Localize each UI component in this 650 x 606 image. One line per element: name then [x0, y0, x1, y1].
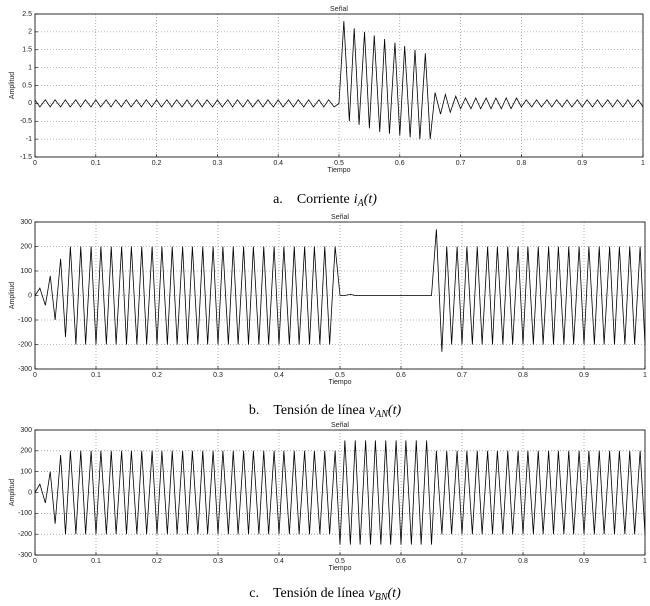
- caption-variable: v: [369, 586, 376, 601]
- y-tick-label: -1.5: [20, 154, 32, 161]
- y-tick-label: -300: [18, 552, 32, 559]
- x-tick-label: 0.1: [91, 558, 101, 565]
- x-tick-label: 0.3: [213, 160, 223, 167]
- x-tick-label: 0.9: [579, 558, 589, 565]
- caption-variable: v: [369, 403, 376, 418]
- y-tick-label: -200: [18, 341, 32, 348]
- caption: c. Tensión de línea vBN(t): [249, 586, 401, 603]
- y-tick-label: 2.5: [22, 11, 32, 18]
- y-axis-label: Amplitud: [9, 72, 16, 99]
- y-tick-label: 100: [20, 469, 32, 476]
- caption-subscript: BN: [375, 592, 389, 603]
- y-tick-label: 100: [20, 268, 32, 275]
- caption-text: Corriente: [297, 192, 350, 207]
- x-tick-label: 0.9: [577, 160, 587, 167]
- x-tick-label: 1: [643, 372, 647, 379]
- x-axis-label: Tiempo: [328, 379, 351, 386]
- x-tick-label: 0.4: [274, 558, 284, 565]
- x-tick-label: 0.1: [91, 372, 101, 379]
- caption-argument: (t): [388, 403, 402, 418]
- x-tick-label: 0.6: [395, 160, 405, 167]
- x-tick-label: 0.7: [456, 160, 466, 167]
- x-tick-label: 0.2: [152, 160, 162, 167]
- x-tick-label: 1: [643, 558, 647, 565]
- chart-title: Señal: [330, 6, 348, 13]
- x-tick-label: 0.7: [457, 558, 467, 565]
- y-tick-label: 0: [28, 100, 32, 107]
- chart: 0 0.1 0.2 0.3 0.4 0.5 0.6 0.7 0.8 0.9 1 -300 -200 -10…: [9, 214, 647, 420]
- x-tick-label: 0: [33, 558, 37, 565]
- y-axis-label: Amplitud: [9, 479, 16, 506]
- x-tick-label: 0.5: [335, 558, 345, 565]
- y-tick-label: 1: [28, 64, 32, 71]
- y-tick-label: 0.5: [22, 82, 32, 89]
- y-tick-label: 200: [20, 448, 32, 455]
- x-tick-label: 0.2: [152, 558, 162, 565]
- x-tick-label: 0.1: [91, 160, 101, 167]
- caption-text: Tensión de línea: [273, 403, 365, 418]
- caption: b. Tensión de línea vAN(t): [249, 403, 402, 420]
- caption-subscript: AN: [374, 409, 389, 420]
- x-tick-label: 0.2: [152, 372, 162, 379]
- x-tick-label: 0: [33, 372, 37, 379]
- y-tick-label: 2: [28, 29, 32, 36]
- plot-frame: [34, 13, 644, 158]
- x-tick-label: 0.6: [396, 372, 406, 379]
- caption-argument: (t): [388, 586, 402, 601]
- chart-title: Señal: [331, 422, 349, 429]
- caption-subscript: A: [357, 198, 365, 209]
- x-tick-label: 0.7: [457, 372, 467, 379]
- chart-title: Señal: [331, 214, 349, 221]
- signal-line: [34, 229, 646, 352]
- y-tick-label: -300: [18, 366, 32, 373]
- signal-line: [34, 440, 646, 545]
- caption: a. Corriente iA(t): [273, 192, 377, 209]
- x-tick-label: 0.3: [213, 372, 223, 379]
- caption-text: Tensión de línea: [273, 586, 365, 601]
- x-axis-label: Tiempo: [328, 565, 351, 572]
- caption-label: b.: [249, 403, 260, 418]
- plot-frame: [34, 429, 646, 556]
- y-tick-label: -1: [26, 136, 32, 143]
- y-tick-label: 300: [20, 427, 32, 434]
- chart: 0 0.1 0.2 0.3 0.4 0.5 0.6 0.7 0.8 0.9 1 -300 -200 -10…: [9, 422, 647, 603]
- caption-argument: (t): [364, 192, 378, 207]
- x-tick-label: 0.8: [518, 558, 528, 565]
- y-axis-label: Amplitud: [9, 282, 16, 309]
- x-tick-label: 0.8: [517, 160, 527, 167]
- plot-frame: [34, 221, 646, 370]
- x-tick-label: 1: [641, 160, 645, 167]
- x-tick-label: 0.3: [213, 558, 223, 565]
- y-tick-label: -100: [18, 510, 32, 517]
- x-tick-label: 0.5: [334, 160, 344, 167]
- x-axis-label: Tiempo: [327, 167, 350, 174]
- y-tick-label: -0.5: [20, 118, 32, 125]
- y-tick-label: 300: [20, 219, 32, 226]
- x-tick-label: 0.6: [396, 558, 406, 565]
- x-tick-label: 0.5: [335, 372, 345, 379]
- y-tick-label: 0: [28, 292, 32, 299]
- x-tick-label: 0.9: [579, 372, 589, 379]
- caption-variable: i: [354, 192, 358, 207]
- chart: 0 0.1 0.2 0.3 0.4 0.5 0.6 0.7 0.8 0.9 1 -1.5 -1 -0.5 0…: [9, 6, 645, 209]
- caption-label: a.: [273, 192, 283, 207]
- y-tick-label: 1.5: [22, 47, 32, 54]
- x-tick-label: 0.4: [274, 372, 284, 379]
- caption-label: c.: [249, 586, 259, 601]
- signal-line: [34, 21, 644, 140]
- y-tick-label: -100: [18, 317, 32, 324]
- y-tick-label: 0: [28, 489, 32, 496]
- y-tick-label: -200: [18, 531, 32, 538]
- y-tick-label: 200: [20, 243, 32, 250]
- x-tick-label: 0.4: [273, 160, 283, 167]
- x-tick-label: 0.8: [518, 372, 528, 379]
- x-tick-label: 0: [33, 160, 37, 167]
